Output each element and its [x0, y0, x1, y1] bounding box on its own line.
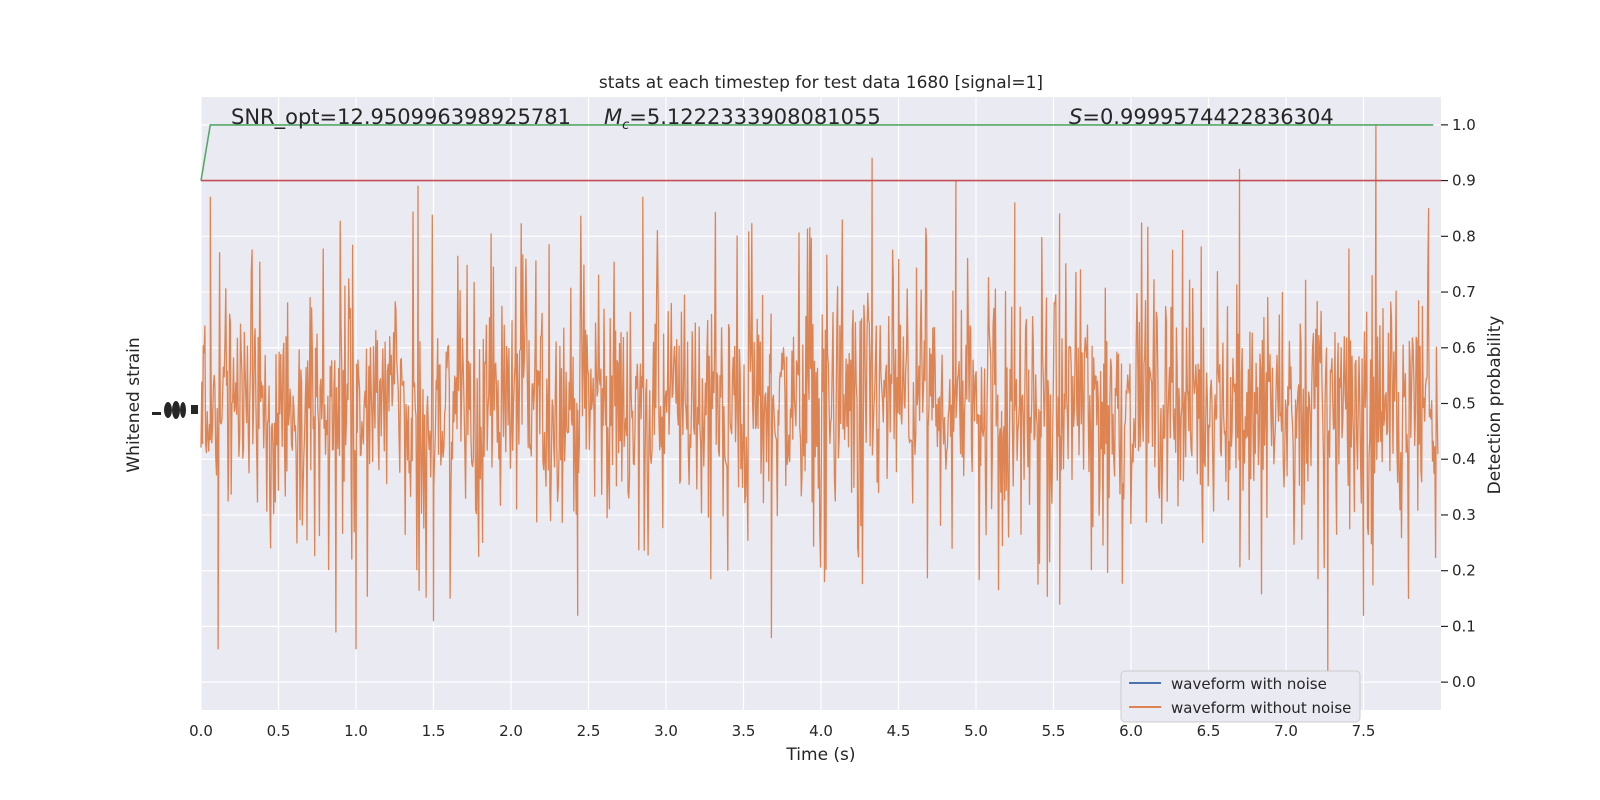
legend-label-without-noise: waveform without noise: [1171, 699, 1351, 717]
legend-box: [1120, 670, 1361, 723]
x-tick-label: 4.5: [887, 722, 911, 740]
x-tick-label: 1.5: [422, 722, 446, 740]
x-tick-label: 5.0: [964, 722, 988, 740]
waveform-without-noise-line: [200, 124, 1439, 678]
y-tick-label: 0.9: [1452, 172, 1476, 190]
y-axis-right: 0.0 0.1 0.2 0.3 0.4 0.5 0.6 0.7 0.8 0.9 1.0: [1441, 116, 1476, 691]
left-axis-ticks-cluster: [152, 401, 198, 419]
y-tick-label: 0.1: [1452, 617, 1476, 635]
legend: waveform with noise waveform without noi…: [1120, 670, 1361, 723]
y-tick-label: 0.5: [1452, 395, 1476, 413]
x-tick-label: 2.0: [499, 722, 523, 740]
chart-title: stats at each timestep for test data 168…: [599, 73, 1043, 93]
detection-probability-line: [200, 124, 1434, 181]
y-tick-label: 0.3: [1452, 506, 1476, 524]
x-tick-label: 2.5: [577, 722, 601, 740]
mc-annotation: Mc=5.1222333908081055: [604, 105, 881, 133]
x-tick-label: 4.0: [809, 722, 833, 740]
x-axis: 0.0 0.5 1.0 1.5 2.0 2.5 3.0 3.5 4.0 4.5 5.0 5.5 6.0 6…: [189, 722, 1375, 740]
y-tick-label: 1.0: [1452, 116, 1476, 134]
snr-annotation: SNR_opt=12.950996398925781: [231, 105, 571, 130]
y-tick-label: 0.8: [1452, 227, 1476, 245]
legend-label-with-noise: waveform with noise: [1171, 675, 1327, 693]
y-tick-label: 0.2: [1452, 562, 1476, 580]
y-tick-label: 0.7: [1452, 283, 1476, 301]
x-tick-label: 6.0: [1119, 722, 1143, 740]
y-tick-label: 0.4: [1452, 450, 1476, 468]
x-tick-label: 7.0: [1274, 722, 1298, 740]
series-waveform-without-noise: [200, 124, 1439, 678]
y-axis-right-label: Detection probability: [1485, 316, 1505, 495]
y-tick-label: 0.6: [1452, 339, 1476, 357]
series-lines: [200, 124, 1441, 182]
x-tick-label: 0.5: [267, 722, 291, 740]
y-tick-label: 0.0: [1452, 673, 1476, 691]
x-tick-label: 7.5: [1352, 722, 1376, 740]
x-tick-label: 3.0: [654, 722, 678, 740]
x-tick-label: 1.0: [344, 722, 368, 740]
x-tick-label: 3.5: [732, 722, 756, 740]
x-axis-label: Time (s): [785, 745, 855, 765]
x-tick-label: 0.0: [189, 722, 213, 740]
x-tick-label: 6.5: [1197, 722, 1221, 740]
s-annotation: S=0.9999574422836304: [1069, 105, 1334, 129]
y-axis-left-label: Whitened strain: [124, 337, 144, 472]
x-tick-label: 5.5: [1042, 722, 1066, 740]
